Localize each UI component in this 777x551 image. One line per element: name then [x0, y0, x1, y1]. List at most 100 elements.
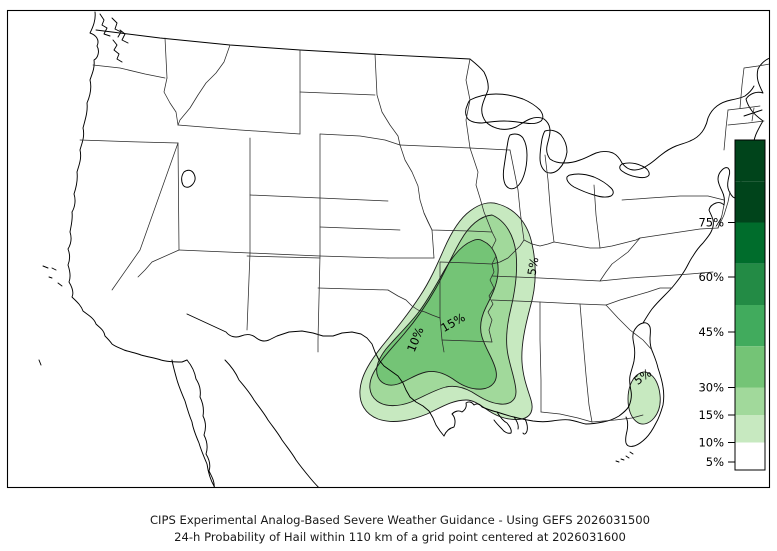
state-line-ga-fl	[591, 414, 644, 423]
lake-huron	[539, 129, 568, 174]
contour-line-15pct	[376, 239, 499, 390]
state-line-nv-ca	[111, 142, 179, 291]
contour-line-5pct	[359, 202, 536, 422]
colorbar-label-10: 10%	[698, 436, 724, 450]
state-line-id-mt	[177, 44, 231, 126]
state-line-co-ks-ne	[319, 197, 389, 202]
state-line-oh-wv-pa	[553, 241, 601, 249]
great-salt-lake	[181, 169, 196, 188]
colorbar-cell-0	[735, 140, 765, 182]
state-line-mn-ia	[399, 144, 471, 149]
state-line-ny-vt-ma	[723, 109, 729, 151]
state-line-ks-ne	[319, 226, 401, 231]
state-line-ky-tn	[491, 275, 601, 282]
coastline-baja	[171, 359, 216, 487]
colorbar-cell-7	[735, 415, 765, 443]
lake-michigan	[502, 133, 528, 190]
colorbar-cell-3	[735, 263, 765, 305]
state-line-ms-al	[539, 301, 542, 413]
state-line-il-in	[509, 149, 525, 241]
state-line-nv-ut	[177, 142, 180, 251]
colorbar-cell-8	[735, 442, 765, 470]
colorbar-cell-2	[735, 222, 765, 264]
state-line-ny-nj	[717, 191, 731, 229]
lake-superior	[465, 93, 544, 125]
colorbar-label-15: 15%	[698, 408, 724, 422]
colorbar-label-75: 75%	[698, 216, 724, 230]
state-line-tn-ms-al-ga	[491, 299, 607, 306]
state-line-ok-tx-redriver	[387, 289, 441, 319]
coastline-northeast	[745, 57, 769, 158]
colorbar-label-45: 45%	[698, 325, 724, 339]
state-line-nd-mn	[374, 53, 401, 146]
probability-contour-lines	[359, 202, 661, 425]
colorbar-outline	[734, 139, 766, 471]
state-line-ia-il	[469, 147, 493, 233]
state-line-ga-sc	[605, 304, 653, 351]
coastlines-and-borders	[38, 11, 769, 487]
state-line-wa-id	[164, 37, 168, 79]
state-line-ar-mo	[439, 261, 493, 265]
colorbar-tick-labels: 75% 60% 45% 30% 15% 10% 5%	[698, 216, 724, 470]
contour-band-5pct-florida	[628, 371, 661, 425]
state-line-va-wv	[599, 237, 641, 282]
coastline-atlantic-southeast	[642, 202, 725, 324]
state-line-nm-co	[246, 255, 321, 259]
state-line-nm-tx	[317, 255, 321, 353]
border-us-mexico	[186, 313, 445, 437]
coastline-texas-gulf	[443, 401, 587, 437]
coastline-gulf-central	[493, 411, 528, 435]
state-line-ar-la	[441, 339, 493, 343]
state-line-wv-md-pa	[599, 237, 641, 249]
coastline-florida	[585, 322, 665, 447]
state-line-al-ga	[579, 303, 593, 423]
colorbar-cell-6	[735, 387, 765, 415]
state-line-wy-co	[249, 194, 321, 199]
state-line-oh-pa	[593, 184, 601, 249]
state-line-wa-or	[92, 64, 166, 79]
coastline-puget-sound	[99, 13, 129, 63]
state-line-az-nm	[246, 252, 251, 331]
figure-caption: CIPS Experimental Analog-Based Severe We…	[150, 513, 650, 544]
colorbar-label-5: 5%	[706, 455, 724, 469]
isla-guadalupe	[38, 359, 42, 366]
map-panel: 10% 15% 5% 5%	[6, 9, 771, 489]
state-line-mo-il-mississippi-river	[491, 231, 497, 265]
colorbar-label-30: 30%	[698, 381, 724, 395]
state-line-ok-tx-panhandle	[317, 287, 389, 291]
caption-line-2: 24-h Probability of Hail within 110 km o…	[174, 530, 626, 544]
state-boundaries	[79, 37, 769, 423]
channel-islands	[42, 265, 63, 287]
state-line-or-id	[163, 77, 179, 126]
lake-erie	[566, 173, 614, 198]
state-line-co-ok-ks	[319, 255, 389, 259]
contour-band-15pct	[376, 239, 499, 390]
state-line-nc-va	[599, 271, 714, 282]
lake-ontario	[619, 162, 650, 179]
state-line-sc-nc	[605, 287, 673, 306]
contour-label-5pct: 5%	[525, 256, 542, 276]
probability-contour-fills	[359, 202, 661, 425]
coastline-pacific	[67, 11, 188, 363]
state-line-in-oh	[544, 154, 555, 243]
caption-line-1: CIPS Experimental Analog-Based Severe We…	[150, 513, 650, 527]
state-line-or-ca-nv	[79, 139, 179, 144]
state-line-ia-mo	[423, 212, 493, 233]
state-line-in-ky	[523, 239, 555, 247]
state-line-pa-md-ny	[639, 227, 719, 239]
colorbar-cell-5	[735, 346, 765, 388]
contour-line-5pct-florida	[627, 371, 661, 425]
contour-line-10pct	[369, 214, 518, 407]
state-line-il-ky	[491, 239, 525, 265]
state-line-pa-ny	[621, 195, 725, 201]
colorbar-cell-1	[735, 181, 765, 223]
state-line-md-de	[717, 204, 725, 229]
coastline-florida-keys	[615, 451, 634, 463]
colorbar[interactable]: 75% 60% 45% 30% 15% 10% 5%	[698, 139, 766, 471]
state-line-nv-az	[137, 249, 180, 278]
state-line-nd-sd	[299, 91, 376, 96]
state-line-ks-mo	[431, 229, 435, 259]
state-line-sd-ne	[319, 133, 401, 146]
state-line-mt-wy	[177, 124, 301, 135]
